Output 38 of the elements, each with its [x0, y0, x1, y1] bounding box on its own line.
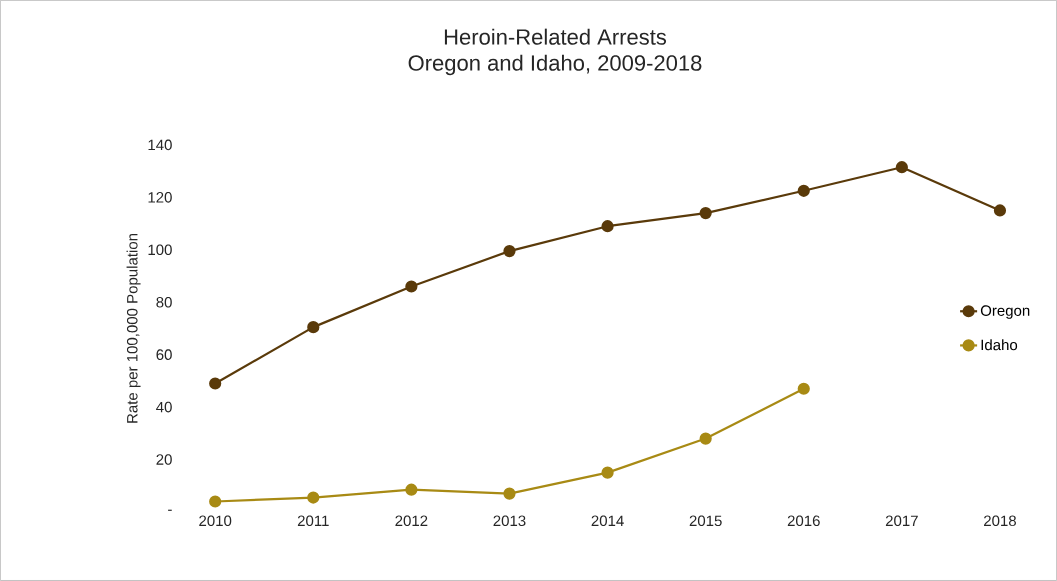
- x-tick-label: 2015: [689, 515, 722, 527]
- y-tick-label: 120: [148, 192, 172, 203]
- point: [797, 382, 810, 395]
- point: [307, 321, 320, 334]
- x-tick-label: 2017: [885, 515, 918, 527]
- x-tick-label: 2018: [984, 515, 1016, 527]
- x-tick-label: 2016: [787, 515, 820, 527]
- point: [601, 466, 614, 479]
- y-tick-label: 60: [156, 349, 172, 361]
- x-tick-label: 2010: [199, 515, 232, 527]
- point: [405, 280, 418, 293]
- point: [993, 204, 1007, 217]
- legend-label: Oregon: [980, 305, 1030, 319]
- point: [307, 491, 320, 504]
- x-tick-label: 2014: [591, 515, 624, 527]
- y-axis-title: Rate per 100,000 Population: [126, 234, 141, 423]
- point: [503, 487, 516, 500]
- x-tick-label: 2011: [297, 515, 329, 527]
- point: [209, 495, 222, 508]
- point: [895, 161, 908, 174]
- y-tick-label: 40: [156, 401, 172, 413]
- x-tick-label: 2013: [493, 515, 526, 527]
- x-tick-label: 2012: [395, 515, 428, 527]
- point: [601, 220, 614, 233]
- y-tick-label: 80: [156, 296, 172, 308]
- point: [405, 483, 418, 496]
- y-tick-label: 20: [156, 454, 172, 465]
- y-tick-label: 100: [148, 244, 172, 256]
- point: [797, 184, 810, 197]
- legend-label: Idaho: [981, 339, 1018, 351]
- y-tick-label: -: [168, 509, 172, 511]
- y-tick-label: 140: [148, 139, 172, 151]
- point: [699, 207, 712, 220]
- point: [503, 245, 516, 258]
- chart-title: Heroin-Related Arrests: [444, 28, 667, 45]
- chart-subtitle: Oregon and Idaho, 2009-2018: [408, 54, 702, 76]
- point: [699, 432, 712, 445]
- point: [209, 377, 222, 390]
